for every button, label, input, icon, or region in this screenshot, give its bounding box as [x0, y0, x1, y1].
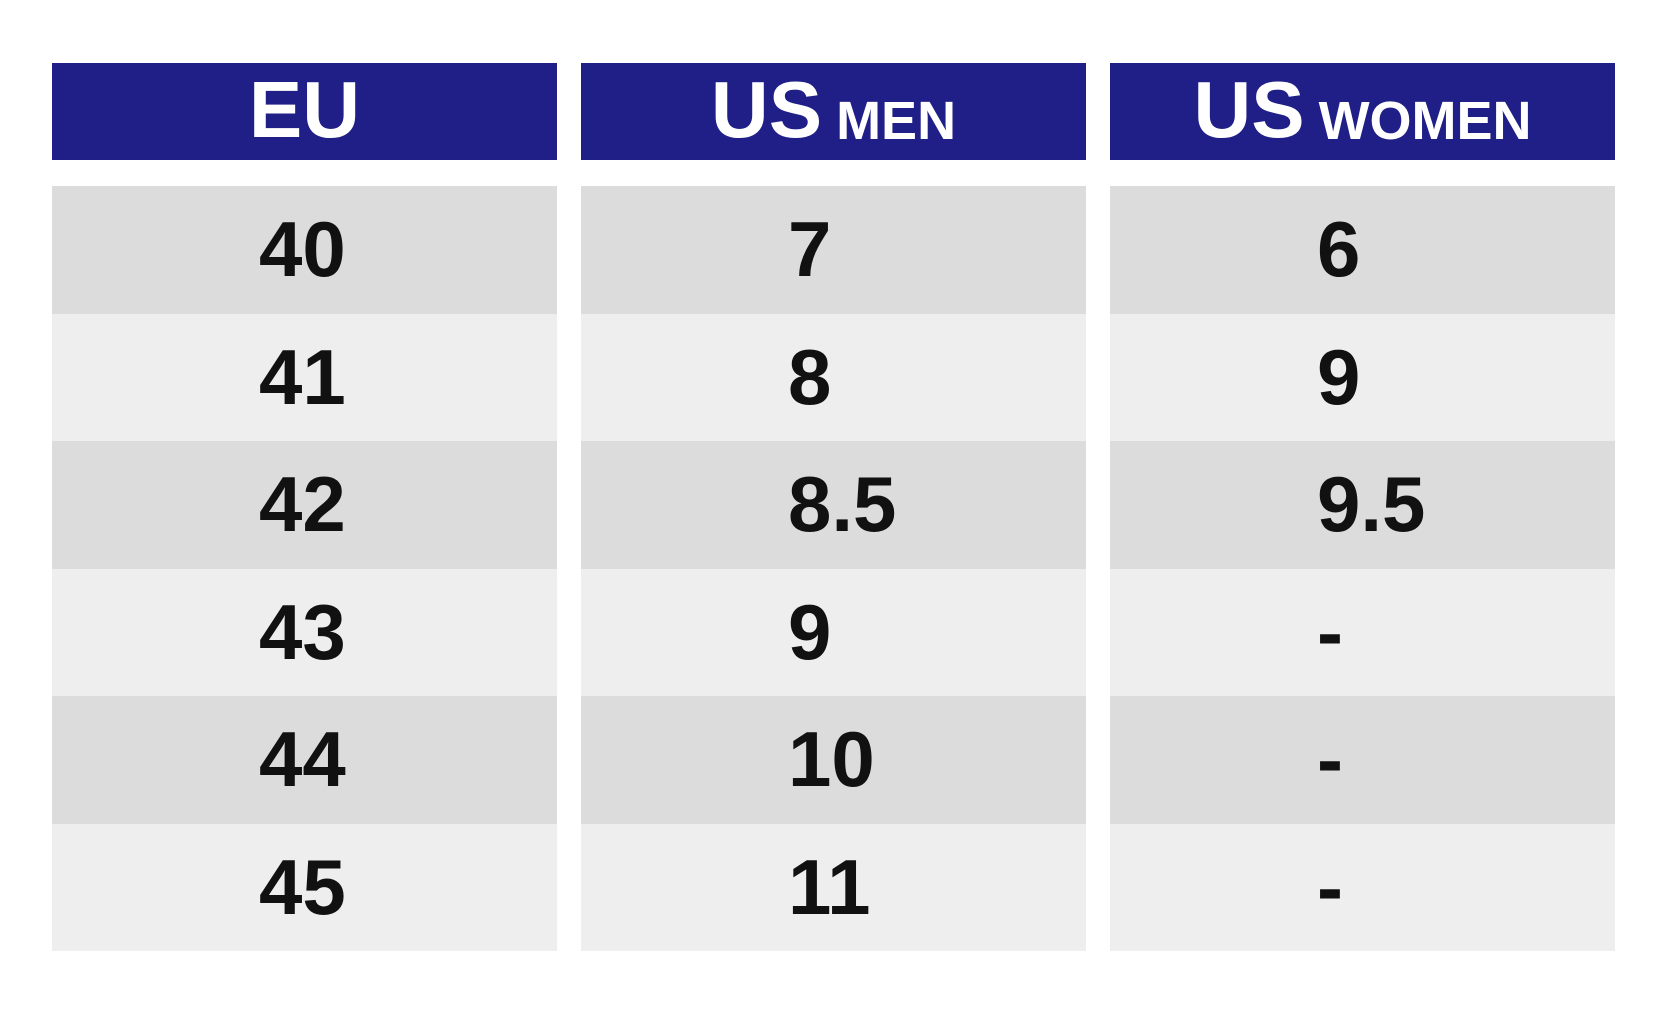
table-cell: 11	[581, 823, 1086, 951]
column-body: 40 41 42 43 44 45	[52, 186, 557, 951]
table-cell: 41	[52, 313, 557, 441]
column-header: US MEN	[581, 63, 1086, 160]
table-cell: 9	[1110, 313, 1615, 441]
table-cell: -	[1110, 568, 1615, 696]
table-cell: 9.5	[1110, 441, 1615, 569]
table-cell: 9	[581, 568, 1086, 696]
table-column: US MEN 7 8 8.5 9 10 11	[581, 63, 1086, 951]
table-cell: 7	[581, 186, 1086, 314]
table-cell: 10	[581, 696, 1086, 824]
column-body: 7 8 8.5 9 10 11	[581, 186, 1086, 951]
header-sub: MEN	[836, 91, 957, 151]
header-main: US	[710, 65, 823, 154]
column-header: US WOMEN	[1110, 63, 1615, 160]
table-cell: 44	[52, 696, 557, 824]
table-cell: 43	[52, 568, 557, 696]
table-column: US WOMEN 6 9 9.5- - -	[1110, 63, 1615, 951]
column-body: 6 9 9.5- - -	[1110, 186, 1615, 951]
table-cell: 6	[1110, 186, 1615, 314]
table-cell: 45	[52, 823, 557, 951]
table-cell: -	[1110, 823, 1615, 951]
column-header: EU	[52, 63, 557, 160]
table-column: EU 40 41 42 43 44 45	[52, 63, 557, 951]
table-cell: 40	[52, 186, 557, 314]
table-cell: 8.5	[581, 441, 1086, 569]
header-main: US	[1193, 65, 1305, 154]
table-cell: 42	[52, 441, 557, 569]
table-cell: -	[1110, 696, 1615, 824]
table-cell: 8	[581, 313, 1086, 441]
header-main: EU	[248, 65, 361, 154]
header-sub: WOMEN	[1318, 91, 1532, 151]
